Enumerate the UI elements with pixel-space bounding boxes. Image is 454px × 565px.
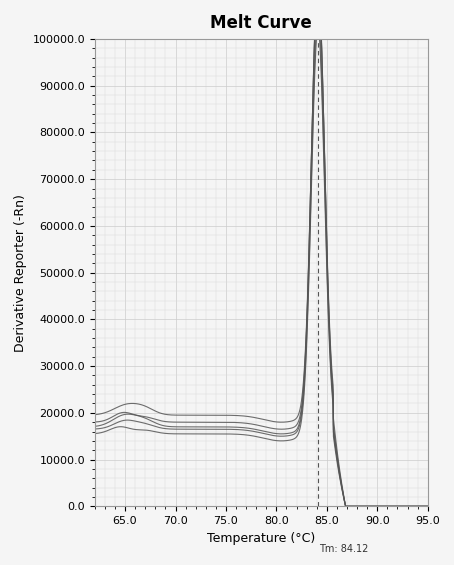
Y-axis label: Derivative Reporter (-Rn): Derivative Reporter (-Rn) (14, 194, 27, 351)
Text: Tm: 84.12: Tm: 84.12 (319, 544, 368, 554)
Title: Melt Curve: Melt Curve (210, 14, 312, 32)
X-axis label: Temperature (°C): Temperature (°C) (207, 532, 316, 545)
